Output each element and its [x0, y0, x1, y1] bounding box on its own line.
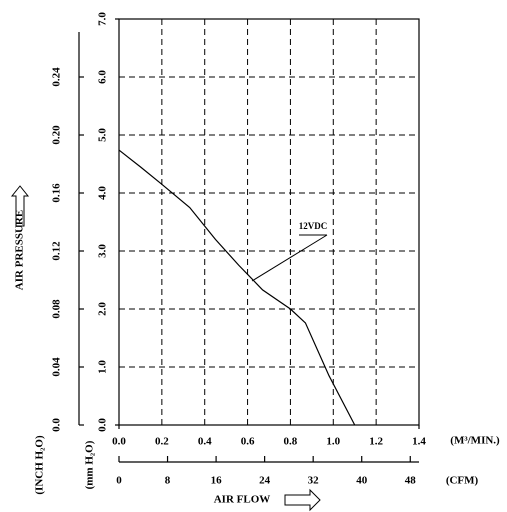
- x2-unit-label: (CFM): [446, 475, 479, 487]
- y-tick-label: 7.0: [97, 12, 109, 26]
- curve: [118, 149, 356, 426]
- y-tick-label: 0.0: [97, 418, 109, 432]
- y-tick-label: 5.0: [97, 128, 109, 142]
- x-tick-label: 1.0: [326, 436, 340, 448]
- y2-tick-label: 0.20: [51, 125, 63, 145]
- x2-tick-label: 40: [356, 475, 368, 487]
- y2-tick-label: 0.24: [51, 67, 63, 87]
- x2-tick-label: 16: [211, 475, 223, 487]
- y-tick-label: 1.0: [97, 360, 109, 374]
- up-arrow: [10, 185, 30, 227]
- y-unit-label: (mm H₂O): [84, 440, 96, 489]
- x-tick-label: 1.4: [412, 436, 426, 448]
- y2-tick-label: 0.12: [51, 241, 63, 261]
- plot-frame: [118, 18, 420, 426]
- series-label: 12VDC: [299, 221, 328, 231]
- y2-tick-label: 0.0: [51, 418, 63, 432]
- x2-tick-label: 8: [165, 475, 171, 487]
- x-tick-label: 0.2: [155, 436, 169, 448]
- label-leader: [251, 234, 328, 282]
- y-tick-label: 2.0: [97, 302, 109, 316]
- x-axis-title: AIR FLOW: [214, 494, 271, 506]
- y-tick-label: 3.0: [97, 244, 109, 258]
- y-tick-label: 6.0: [97, 70, 109, 84]
- x2-tick-label: 0: [116, 475, 122, 487]
- x2-tick-label: 24: [259, 475, 271, 487]
- y-axis-title: AIR PRESSURE: [14, 210, 26, 290]
- y2-tick-label: 0.04: [51, 357, 63, 377]
- x-tick-label: 1.2: [369, 436, 383, 448]
- x-tick-label: 0.4: [198, 436, 212, 448]
- x-tick-label: 0.6: [241, 436, 255, 448]
- y2-tick-label: 0.08: [51, 299, 63, 319]
- y-tick-label: 4.0: [97, 186, 109, 200]
- x-tick-label: 0.0: [112, 436, 126, 448]
- x-unit-label: (M³/MIN.): [450, 435, 500, 447]
- y2-unit-label: (INCH H₂O): [34, 435, 46, 495]
- y2-tick-label: 0.16: [51, 183, 63, 203]
- right-arrow: [284, 488, 321, 512]
- x2-tick-label: 48: [405, 475, 417, 487]
- x2-tick-label: 32: [308, 475, 320, 487]
- x-tick-label: 0.8: [284, 436, 298, 448]
